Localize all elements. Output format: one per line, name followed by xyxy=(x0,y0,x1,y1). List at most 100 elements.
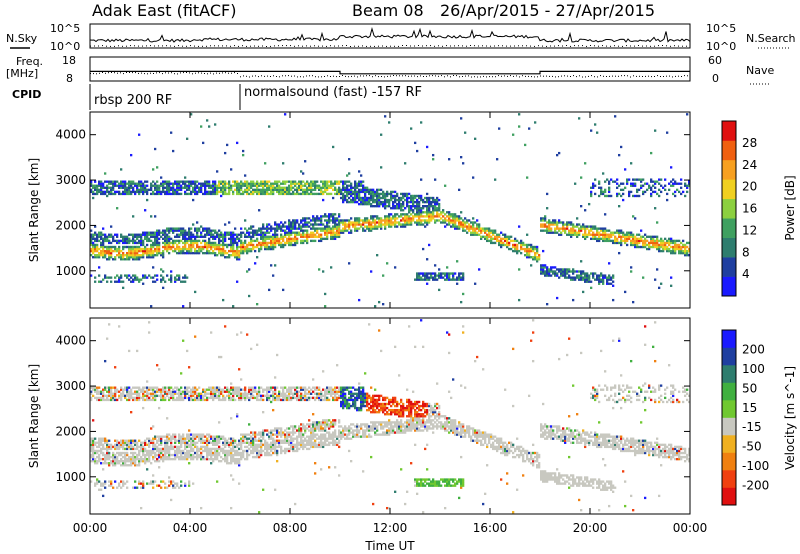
power-cell xyxy=(250,180,253,183)
power-cell xyxy=(158,186,161,189)
power-cell xyxy=(418,221,421,224)
power-cell xyxy=(428,207,431,210)
power-cell xyxy=(124,182,127,185)
power-cell xyxy=(262,182,265,185)
velocity-cell xyxy=(128,464,131,467)
power-cell xyxy=(376,225,379,228)
power-cell xyxy=(206,182,209,185)
power-cell xyxy=(544,270,547,273)
velocity-cell xyxy=(166,457,169,461)
power-cell xyxy=(204,227,207,230)
power-cell xyxy=(172,231,175,234)
power-cell xyxy=(592,235,595,238)
search-noise-point xyxy=(314,45,315,47)
power-cell xyxy=(426,272,429,275)
power-cell xyxy=(398,202,401,206)
power-cell xyxy=(320,227,323,230)
power-cell xyxy=(144,186,147,189)
velocity-cell xyxy=(120,388,123,391)
power-cell xyxy=(220,239,223,243)
power-cell xyxy=(210,229,213,232)
power-cell xyxy=(108,241,111,245)
power-cell xyxy=(656,192,659,196)
power-cell xyxy=(392,215,395,218)
power-cell xyxy=(256,190,259,194)
power-cell xyxy=(296,188,299,192)
power-cell xyxy=(556,153,559,157)
velocity-cell xyxy=(190,392,193,395)
power-cell xyxy=(150,305,153,308)
power-cell xyxy=(306,235,309,238)
velocity-cell xyxy=(128,443,131,447)
power-cell xyxy=(430,274,433,277)
power-cell xyxy=(606,239,609,243)
power-cell xyxy=(276,223,279,226)
power-cell xyxy=(566,223,569,226)
power-cell xyxy=(180,233,183,236)
power-cell xyxy=(436,215,439,218)
power-cell xyxy=(582,290,585,294)
power-cell xyxy=(464,229,467,232)
power-cell xyxy=(564,272,567,275)
power-cell xyxy=(220,182,223,185)
power-cell xyxy=(560,231,563,234)
power-cell xyxy=(428,205,431,208)
nave-point xyxy=(675,75,676,77)
power-cell xyxy=(516,239,519,243)
power-cell xyxy=(190,184,193,187)
power-cell xyxy=(640,239,643,243)
power-cell xyxy=(652,239,655,243)
power-cell xyxy=(284,235,287,238)
power-cell xyxy=(92,251,95,255)
power-cell xyxy=(626,182,629,185)
power-cell xyxy=(166,274,169,277)
power-cell xyxy=(212,245,215,249)
velocity-cell xyxy=(94,457,97,461)
power-cell xyxy=(254,245,257,249)
nave-point xyxy=(465,75,466,77)
power-cell xyxy=(432,276,435,279)
velocity-cell xyxy=(92,447,95,451)
power-cell xyxy=(472,227,475,230)
velocity-cell xyxy=(174,455,177,459)
power-cell xyxy=(292,190,295,194)
nave-point xyxy=(525,75,526,77)
power-cell xyxy=(392,207,395,210)
power-cell xyxy=(150,188,153,192)
power-cell xyxy=(142,186,145,189)
power-cell xyxy=(518,225,521,228)
velocity-cell xyxy=(112,462,115,465)
power-cell xyxy=(126,274,129,277)
power-cell xyxy=(632,215,635,218)
power-cell xyxy=(256,180,259,183)
velocity-cell xyxy=(184,394,187,398)
power-cell xyxy=(438,207,441,210)
power-cell xyxy=(288,229,291,232)
power-cell xyxy=(114,256,117,259)
velocity-cell xyxy=(96,445,99,449)
search-noise-point xyxy=(114,45,115,47)
power-cell xyxy=(294,192,297,196)
power-cell xyxy=(640,235,643,238)
power-cell xyxy=(238,233,241,236)
power-cell xyxy=(304,192,307,196)
power-cell xyxy=(584,278,587,281)
power-cell xyxy=(292,243,295,247)
power-cell xyxy=(106,245,109,249)
power-cell xyxy=(212,186,215,189)
power-cell xyxy=(306,190,309,194)
velocity-cell xyxy=(154,394,157,398)
velocity-cell xyxy=(106,455,109,459)
power-cell xyxy=(594,123,597,126)
power-cell xyxy=(656,239,659,243)
nave-point xyxy=(222,72,223,74)
search-noise-point xyxy=(338,45,339,47)
velocity-cell xyxy=(154,455,157,459)
power-cell xyxy=(360,219,363,222)
power-cell xyxy=(238,258,241,261)
power-cell xyxy=(178,186,181,189)
power-cell xyxy=(456,219,459,222)
nave-point xyxy=(513,75,514,77)
power-cell xyxy=(128,256,131,259)
power-cell xyxy=(172,182,175,185)
